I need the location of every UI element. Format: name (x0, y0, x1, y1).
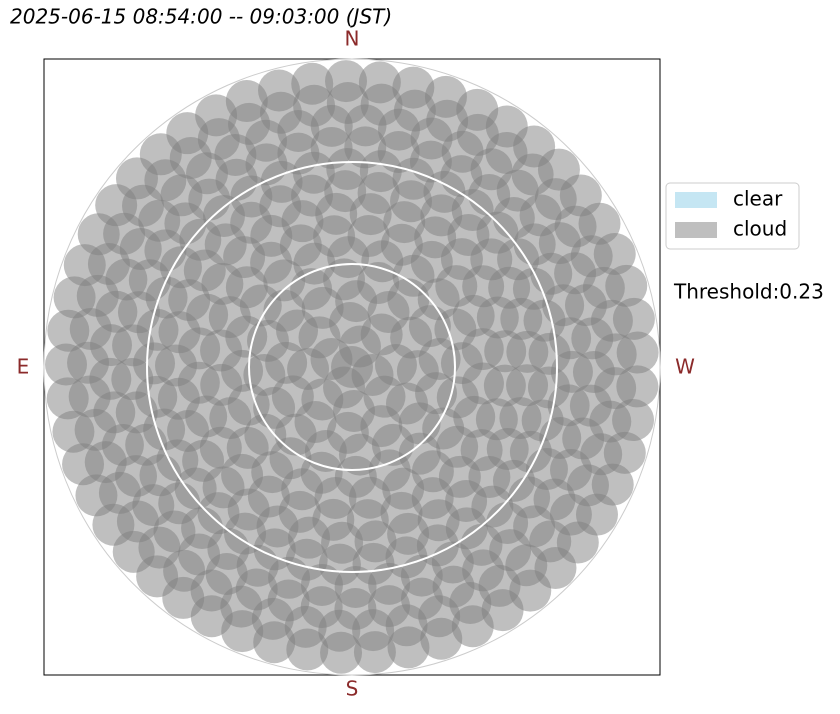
title: 2025-06-15 08:54:00 -- 09:03:00 (JST) (10, 5, 392, 29)
sky-cell (53, 276, 96, 319)
sky-cells (45, 60, 659, 674)
west-label: W (675, 355, 695, 379)
sky-cell (62, 443, 105, 486)
threshold-label: Threshold:0.23 (673, 280, 824, 304)
legend-swatch (675, 192, 717, 208)
south-label: S (346, 677, 359, 701)
sky-cell (320, 631, 363, 674)
sky-cell (253, 621, 296, 664)
legend-label: cloud (733, 217, 787, 241)
altitude-ring (248, 263, 456, 471)
sky-cell (45, 343, 88, 386)
sky-cell (52, 410, 95, 453)
sky-cell (612, 399, 655, 442)
altitude-ring (146, 161, 558, 573)
sky-cell (616, 331, 659, 374)
sky-cell (605, 264, 648, 307)
sky-cell (353, 631, 396, 674)
legend: clear cloud (675, 187, 787, 241)
horizon (43, 58, 661, 676)
sky-cell (420, 617, 463, 660)
sky-cell (616, 365, 659, 408)
sky-cell (291, 62, 334, 105)
sky-cell (358, 61, 401, 104)
sky-cell (392, 66, 435, 109)
sky-cell (225, 80, 268, 123)
east-label: E (17, 355, 30, 379)
sky-cell (593, 232, 636, 275)
sky-cell (258, 69, 301, 112)
sky-cell (603, 431, 646, 474)
legend-swatch (675, 222, 717, 238)
sky-cell (451, 605, 494, 648)
sky-cell (325, 60, 368, 103)
sky-cell (286, 628, 329, 671)
sky-cell (46, 377, 89, 420)
sky-cell (47, 309, 90, 352)
legend-label: clear (733, 187, 783, 211)
north-label: N (345, 27, 360, 51)
sky-cell (387, 626, 430, 669)
sky-cell (612, 297, 655, 340)
